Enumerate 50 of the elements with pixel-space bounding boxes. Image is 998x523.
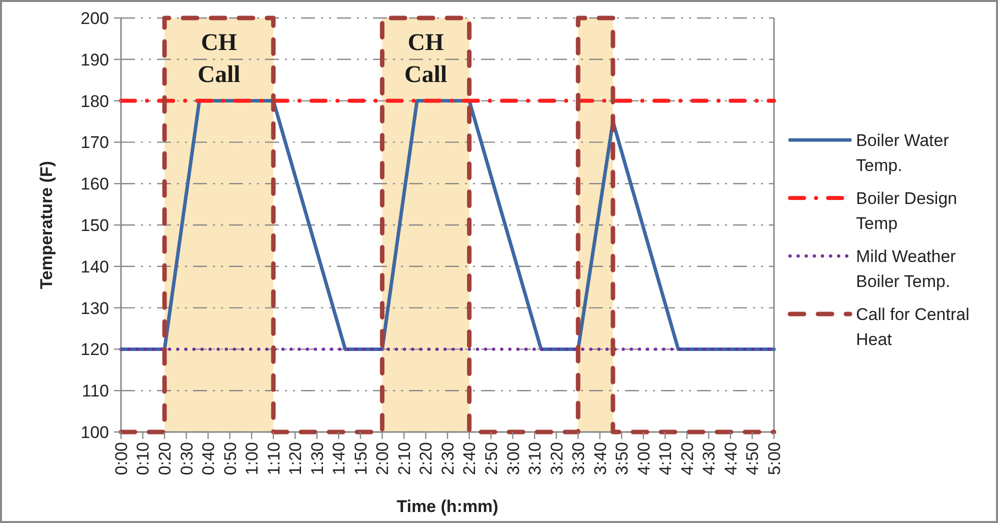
legend-label: Call for Central Heat (856, 304, 970, 349)
y-tick-label: 150 (80, 216, 109, 235)
x-tick-label: 2:30 (438, 442, 458, 476)
y-axis-title: Temperature (F) (37, 160, 56, 290)
x-tick-label: 3:50 (612, 442, 632, 476)
y-tick-label: 100 (80, 422, 109, 442)
x-tick-label: 2:40 (460, 442, 480, 476)
x-tick-label: 4:00 (634, 442, 654, 476)
x-tick-label: 0:10 (134, 442, 153, 476)
x-tick-label: 1:10 (264, 442, 284, 476)
x-tick-label: 4:50 (743, 442, 762, 476)
x-tick-label: 1:20 (286, 442, 306, 476)
x-tick-label: 2:20 (416, 442, 436, 476)
y-tick-label: 180 (80, 92, 109, 111)
x-tick-label: 3:20 (547, 442, 566, 476)
x-tick-label: 0:00 (112, 442, 131, 476)
y-tick-label: 160 (80, 174, 109, 194)
x-tick-label: 4:20 (678, 442, 697, 476)
x-tick-label: 4:10 (656, 442, 676, 476)
x-tick-label: 1:50 (351, 442, 370, 476)
y-tick-label: 120 (80, 340, 109, 360)
x-tick-label: 3:00 (504, 442, 523, 476)
y-tick-label: 110 (82, 382, 109, 401)
y-tick-label: 170 (80, 133, 109, 152)
legend-label: Boiler Design Temp (856, 188, 958, 233)
x-tick-label: 0:40 (199, 442, 218, 476)
x-tick-label: 1:00 (242, 442, 262, 476)
x-tick-label: 3:10 (526, 442, 545, 476)
y-tick-label: 190 (80, 50, 109, 70)
x-tick-label: 2:50 (482, 442, 501, 476)
band-label: CH Call (404, 30, 448, 88)
x-axis-title: Time (h:mm) (396, 497, 498, 516)
x-tick-label: 5:00 (764, 442, 784, 476)
x-tick-label: 2:00 (373, 442, 392, 476)
x-tick-label: 2:10 (394, 442, 414, 476)
x-tick-label: 4:30 (700, 442, 719, 476)
x-tick-label: 1:40 (330, 442, 349, 476)
y-tick-label: 140 (80, 257, 109, 276)
legend-label: Boiler Water Temp. (856, 130, 950, 175)
x-tick-label: 0:30 (177, 442, 196, 476)
band-label: CH Call (198, 30, 241, 88)
y-tick-label: 130 (80, 298, 109, 318)
x-tick-label: 1:30 (308, 442, 327, 476)
x-tick-label: 0:20 (155, 442, 174, 476)
legend-label: Mild Weather Boiler Temp. (856, 246, 956, 291)
y-tick-label: 200 (80, 8, 109, 28)
x-tick-label: 3:30 (569, 442, 588, 476)
x-tick-label: 4:40 (721, 442, 740, 476)
x-tick-label: 3:40 (590, 442, 610, 476)
x-tick-label: 0:50 (220, 442, 240, 476)
